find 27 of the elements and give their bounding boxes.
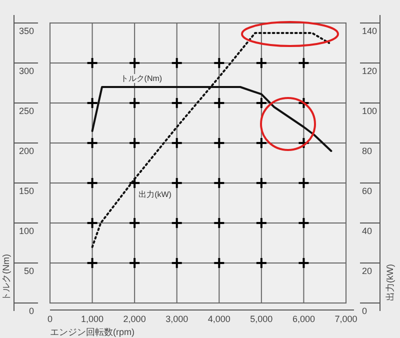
y-tick-label: 50 — [24, 266, 34, 276]
y-tick-label: 350 — [18, 26, 34, 36]
y2-tick-label: 60 — [362, 186, 372, 196]
ylabel: トルク(Nm) — [1, 254, 11, 301]
y2-tick-label: 120 — [362, 66, 378, 76]
x-tick-label: 2,000 — [123, 314, 146, 324]
y-tick-label: 150 — [18, 186, 34, 196]
x-tick-label: 0 — [47, 314, 53, 324]
y-tick-label: 300 — [18, 66, 34, 76]
x-tick-label: 7,000 — [334, 314, 358, 324]
x-tick-label: 4,000 — [208, 314, 230, 324]
x-tick-label: 1,000 — [81, 314, 104, 324]
y-tick-label: 100 — [18, 226, 34, 236]
y2-tick-label: 20 — [362, 266, 372, 276]
x-tick-label: 5,000 — [250, 314, 273, 324]
y2-tick-label: 0 — [362, 306, 368, 316]
y-tick-label: 0 — [28, 306, 34, 316]
xlabel: エンジン回転数(rpm) — [50, 327, 134, 337]
y2label: 出力(kW) — [385, 264, 395, 301]
y2-tick-label: 40 — [362, 226, 372, 236]
y-tick-label: 200 — [18, 146, 34, 156]
x-tick-label: 6,000 — [292, 314, 315, 324]
y2-tick-label: 100 — [362, 106, 378, 116]
y-tick-label: 250 — [18, 106, 34, 116]
x-tick-label: 3,000 — [166, 314, 188, 324]
y2-tick-label: 80 — [362, 146, 372, 156]
y2-tick-label: 140 — [362, 26, 378, 36]
